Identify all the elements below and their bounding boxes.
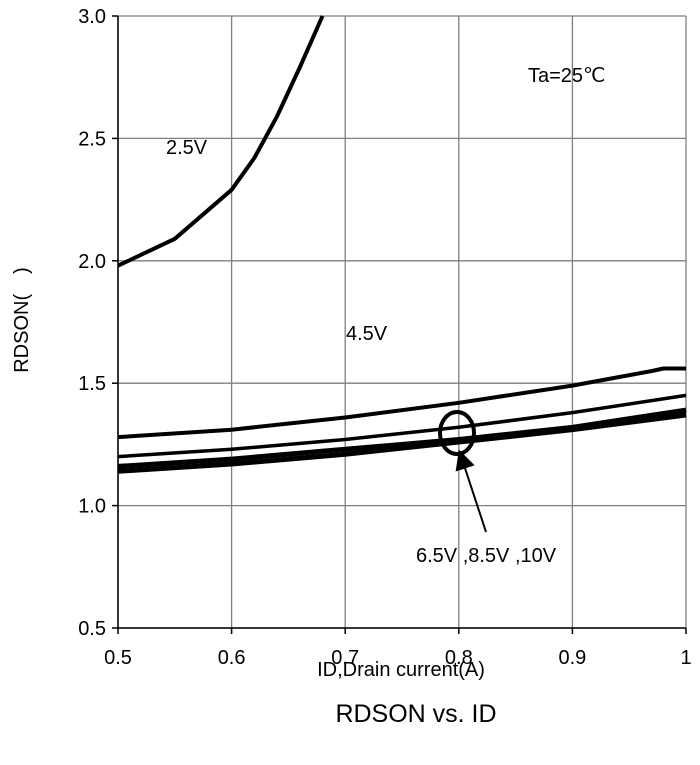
x-tick-label: 0.8 (445, 647, 473, 669)
x-tick-label: 1 (680, 647, 691, 669)
temperature-annotation: Ta=25℃ (528, 65, 606, 87)
x-tick-label: 0.9 (558, 647, 586, 669)
series-label-2-5v: 2.5V (166, 137, 208, 159)
series-line-8-5v (117, 407, 687, 469)
group-highlight-ellipse (438, 410, 476, 456)
gridlines (117, 15, 687, 629)
y-tick-label: 0.5 (78, 618, 106, 640)
group-pointer-arrow (455, 449, 487, 533)
series-lines (117, 15, 687, 474)
x-tick-label: 0.6 (218, 647, 246, 669)
y-tick-label: 1.5 (78, 373, 106, 395)
series-label-4-5v: 4.5V (346, 323, 388, 345)
tick-labels: 0.5 0.6 0.7 0.8 0.9 1 0.5 1.0 1.5 2.0 2.5 3.0 (78, 6, 691, 669)
y-tick-label: 1.0 (78, 496, 106, 518)
series-line-10v (117, 412, 687, 474)
chart-caption: RDSON vs. ID (335, 700, 497, 728)
y-tick-label: 2.5 (78, 128, 106, 150)
series-line-4-5v (117, 366, 686, 440)
y-tick-label: 3.0 (78, 6, 106, 28)
x-axis-title: ID,Drain current(A) (317, 659, 485, 681)
x-tick-label: 0.5 (104, 647, 132, 669)
rdson-vs-id-chart: 0.5 0.6 0.7 0.8 0.9 1 0.5 1.0 1.5 2.0 2.5 3.0 RDSON… (11, 6, 692, 681)
y-axis-title: RDSON( ) (11, 267, 33, 373)
series-line-2-5v (117, 15, 325, 268)
x-tick-label: 0.7 (331, 647, 359, 669)
series-line-6-5v (117, 393, 687, 459)
series-label-group: 6.5V ,8.5V ,10V (416, 545, 557, 567)
y-tick-label: 2.0 (78, 251, 106, 273)
plot-frame (112, 15, 687, 634)
